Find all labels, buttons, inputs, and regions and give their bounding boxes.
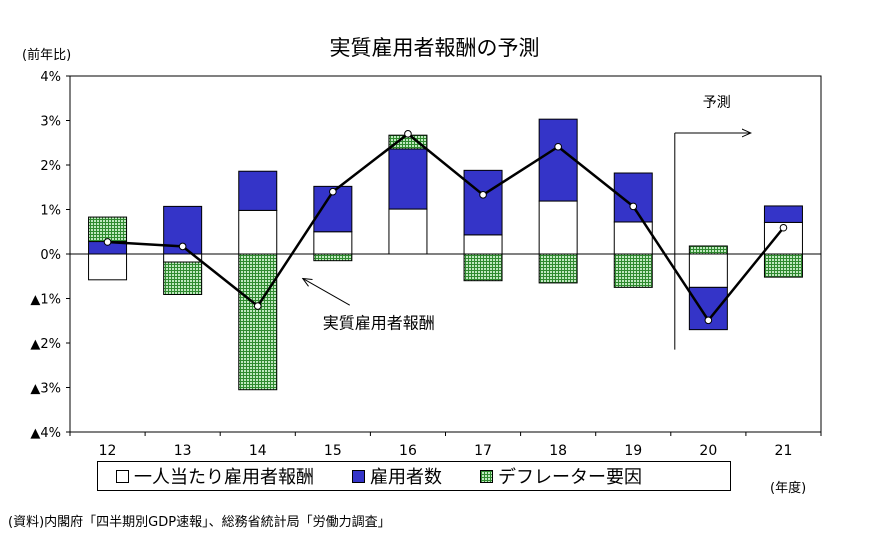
bar-deflator	[238, 253, 278, 391]
x-tick-label: 17	[474, 443, 492, 459]
line-point	[704, 316, 713, 325]
line-real-compensation	[107, 132, 785, 322]
line-point	[554, 142, 562, 151]
bar-employees	[238, 170, 278, 211]
source-note: (資料)内閣府「四半期別GDP速報」、総務省統計局「労働力調査」	[8, 515, 391, 530]
annotation-label: 実質雇用者報酬	[323, 313, 435, 332]
y-tick-label: 3%	[40, 115, 61, 130]
y-tick-label: ▲4%	[30, 426, 61, 441]
line-point	[178, 242, 187, 251]
x-tick-label: 12	[99, 443, 117, 459]
y-tick-label: ▲3%	[30, 382, 61, 397]
line-point	[329, 187, 337, 196]
y-tick-label: 2%	[40, 159, 61, 174]
bar-employees	[613, 172, 653, 223]
bar-deflator	[163, 261, 203, 295]
line-point	[779, 223, 788, 232]
bar-deflator	[688, 245, 728, 255]
bar-deflator	[763, 253, 803, 278]
bar-employees	[538, 118, 578, 202]
bar-per-capita	[313, 231, 353, 255]
x-tick-label: 14	[249, 443, 267, 459]
legend-item-deflator: デフレーター要因	[480, 463, 642, 489]
y-tick-label: 0%	[40, 248, 61, 263]
legend-label-deflator: デフレーター要因	[498, 467, 642, 488]
x-tick-label: 13	[174, 443, 192, 459]
bar-per-capita	[238, 209, 278, 255]
legend-label-employees: 雇用者数	[370, 467, 442, 488]
legend-swatch-deflator	[480, 469, 493, 483]
y-tick-label: 1%	[40, 204, 61, 219]
bar-per-capita	[88, 253, 128, 281]
bar-deflator	[613, 253, 653, 288]
bar-deflator	[538, 253, 578, 284]
legend-item-employees: 雇用者数	[352, 463, 442, 489]
x-tick-label: 16	[399, 443, 417, 459]
x-tick-label: 21	[775, 443, 793, 459]
bar-employees	[763, 205, 803, 223]
x-tick-label: 19	[624, 443, 642, 459]
chart-title: 実質雇用者報酬の予測	[329, 36, 540, 60]
legend: 一人当たり雇用者報酬 雇用者数 デフレーター要因	[97, 461, 731, 491]
annotation-arrow	[303, 278, 350, 306]
y-tick-label: ▲1%	[30, 293, 61, 308]
bar-employees	[463, 169, 503, 236]
bar-per-capita	[388, 208, 428, 255]
x-tick-label: 20	[699, 443, 717, 459]
x-tick-label: 15	[324, 443, 342, 459]
line-point	[629, 202, 638, 211]
line-point	[404, 130, 412, 138]
line-point	[253, 302, 262, 310]
bar-per-capita	[688, 253, 728, 288]
bar-deflator	[88, 216, 128, 243]
bar-deflator	[313, 253, 353, 262]
legend-item-per-capita: 一人当たり雇用者報酬	[116, 463, 314, 489]
legend-swatch-per-capita	[116, 469, 129, 483]
bar-deflator	[463, 253, 503, 282]
bar-per-capita	[538, 200, 578, 255]
line-point	[103, 238, 112, 246]
line-point	[479, 191, 487, 199]
y-tick-label: ▲2%	[30, 337, 61, 352]
bar-employees	[388, 148, 428, 210]
y-tick-label: 4%	[40, 70, 61, 85]
bar-per-capita	[463, 234, 503, 255]
x-axis-unit-label: (年度)	[770, 481, 807, 496]
x-tick-label: 18	[549, 443, 567, 459]
forecast-label: 予測	[703, 95, 731, 111]
legend-swatch-employees	[352, 469, 365, 483]
y-axis-unit-label: (前年比)	[22, 48, 72, 63]
legend-label-per-capita: 一人当たり雇用者報酬	[134, 467, 314, 488]
